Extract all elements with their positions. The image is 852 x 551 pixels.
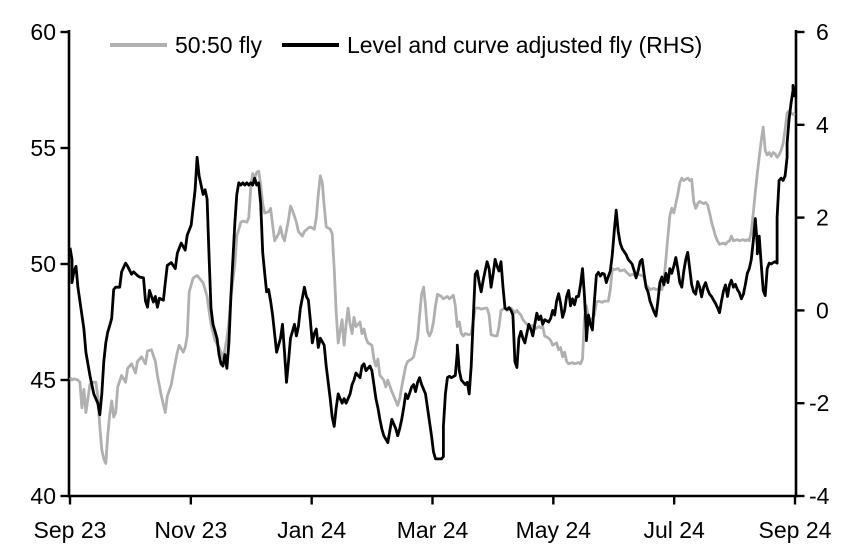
- y-left-tick-label: 60: [30, 19, 56, 45]
- y-right-tick-label: 4: [816, 112, 829, 138]
- y-right-tick-label: -2: [809, 390, 829, 416]
- x-tick-label: Jan 24: [277, 517, 346, 543]
- legend-line-swatch-gray: [110, 43, 167, 47]
- y-left-tick-label: 55: [30, 135, 56, 161]
- series-line-level-curve-adjusted-fly: [68, 84, 797, 461]
- x-tick-label: Nov 23: [154, 517, 227, 543]
- x-tick-label: Jul 24: [643, 517, 705, 543]
- y-axis-left: 60 55 50 45 40: [30, 19, 69, 509]
- chart-legend: 50:50 fly Level and curve adjusted fly (…: [110, 32, 702, 58]
- y-left-tick-label: 50: [30, 251, 56, 277]
- y-left-tick-label: 45: [30, 367, 56, 393]
- y-left-tick-label: 40: [30, 483, 56, 509]
- y-right-tick-label: -4: [809, 483, 830, 509]
- legend-line-swatch-black: [281, 43, 339, 47]
- series-line-5050-fly: [68, 109, 796, 465]
- legend-item-level-curve-adjusted-fly: Level and curve adjusted fly (RHS): [281, 31, 703, 59]
- x-tick-label: Sep 23: [34, 517, 107, 543]
- x-axis: Sep 23 Nov 23 Jan 24 Mar 24 May 24 Jul 24 Sep …: [34, 496, 832, 543]
- x-tick-label: May 24: [516, 517, 592, 543]
- legend-item-5050-fly: 50:50 fly: [110, 32, 262, 59]
- y-right-tick-label: 2: [816, 205, 829, 231]
- y-axis-right: 6 4 2 0 -2 -4: [796, 19, 830, 509]
- legend-label-5050-fly: 50:50 fly: [175, 31, 262, 58]
- legend-label-level-curve-adjusted-fly: Level and curve adjusted fly (RHS): [346, 31, 703, 58]
- y-right-tick-label: 0: [816, 297, 829, 323]
- y-right-tick-label: 6: [816, 19, 829, 45]
- x-tick-label: Sep 24: [759, 517, 832, 543]
- x-tick-label: Mar 24: [397, 517, 469, 543]
